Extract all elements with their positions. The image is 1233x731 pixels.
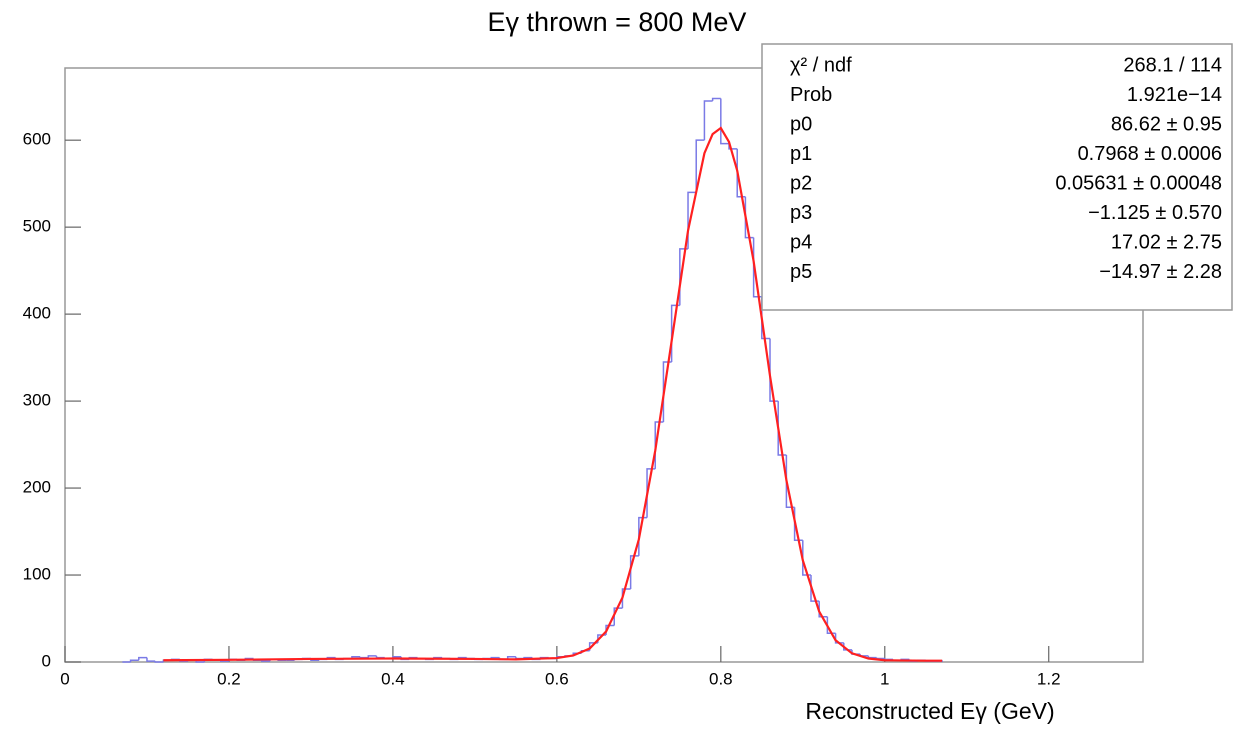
stats-box <box>761 43 1233 311</box>
x-tick-label: 0.2 <box>217 669 241 688</box>
stats-value: 86.62 ± 0.95 <box>1111 113 1222 135</box>
histogram-bin <box>629 555 639 589</box>
chart-title: Eγ thrown = 800 MeV <box>488 7 747 37</box>
stats-value: 268.1 / 114 <box>1123 54 1222 76</box>
histogram-bin <box>818 601 828 618</box>
y-tick-label: 300 <box>23 391 51 410</box>
histogram-bin <box>720 98 730 145</box>
histogram-bin <box>154 661 164 663</box>
histogram-bin <box>695 139 705 193</box>
y-tick-label: 0 <box>42 651 51 670</box>
histogram-bin <box>834 633 844 644</box>
histogram-bin <box>129 659 139 662</box>
stats-label: p2 <box>790 172 812 194</box>
histogram-bin <box>711 97 721 102</box>
y-tick-label: 100 <box>23 565 51 584</box>
stats-label: p0 <box>790 113 812 135</box>
stats-value: 0.7968 ± 0.0006 <box>1078 143 1222 165</box>
stats-value: 0.05631 ± 0.00048 <box>1055 172 1222 194</box>
y-tick-label: 400 <box>23 304 51 323</box>
x-axis-label: Reconstructed Eγ (GeV) <box>805 698 1054 724</box>
histogram-bin <box>867 655 877 659</box>
histogram-bin <box>777 401 787 456</box>
stats-label: p1 <box>790 143 812 165</box>
x-tick-label: 0.6 <box>545 669 569 688</box>
stats-label: p5 <box>790 261 812 283</box>
x-tick-label: 1.2 <box>1037 669 1061 688</box>
y-tick-label: 200 <box>23 478 51 497</box>
y-tick-label: 500 <box>23 217 51 236</box>
x-tick-label: 0.8 <box>709 669 733 688</box>
histogram-bin <box>875 657 885 660</box>
plot-frame <box>64 67 1144 663</box>
stats-value: −14.97 ± 2.28 <box>1099 261 1222 283</box>
stats-value: −1.125 ± 0.570 <box>1088 202 1222 224</box>
stats-label: χ² / ndf <box>790 54 852 76</box>
histogram-bin <box>613 607 623 626</box>
stats-value: 17.02 ± 2.75 <box>1111 231 1222 253</box>
histogram-bin <box>769 338 779 402</box>
y-tick-label: 600 <box>23 130 51 149</box>
histogram-bin <box>703 100 713 141</box>
x-tick-label: 0.4 <box>381 669 405 688</box>
x-tick-label: 0 <box>60 669 69 688</box>
histogram-bin <box>359 656 369 659</box>
stats-label: p4 <box>790 231 812 253</box>
histogram-bin <box>826 616 836 635</box>
histogram-bin <box>621 588 631 609</box>
histogram-bin <box>146 657 156 662</box>
stats-value: 1.921e−14 <box>1127 84 1222 106</box>
fit-curve <box>163 126 943 662</box>
histogram-bin <box>138 656 147 661</box>
stats-label: Prob <box>790 84 832 106</box>
stats-label: p3 <box>790 202 812 224</box>
histogram-bin <box>375 655 385 659</box>
histogram-bin <box>367 655 377 658</box>
x-tick-label: 1 <box>880 669 889 688</box>
